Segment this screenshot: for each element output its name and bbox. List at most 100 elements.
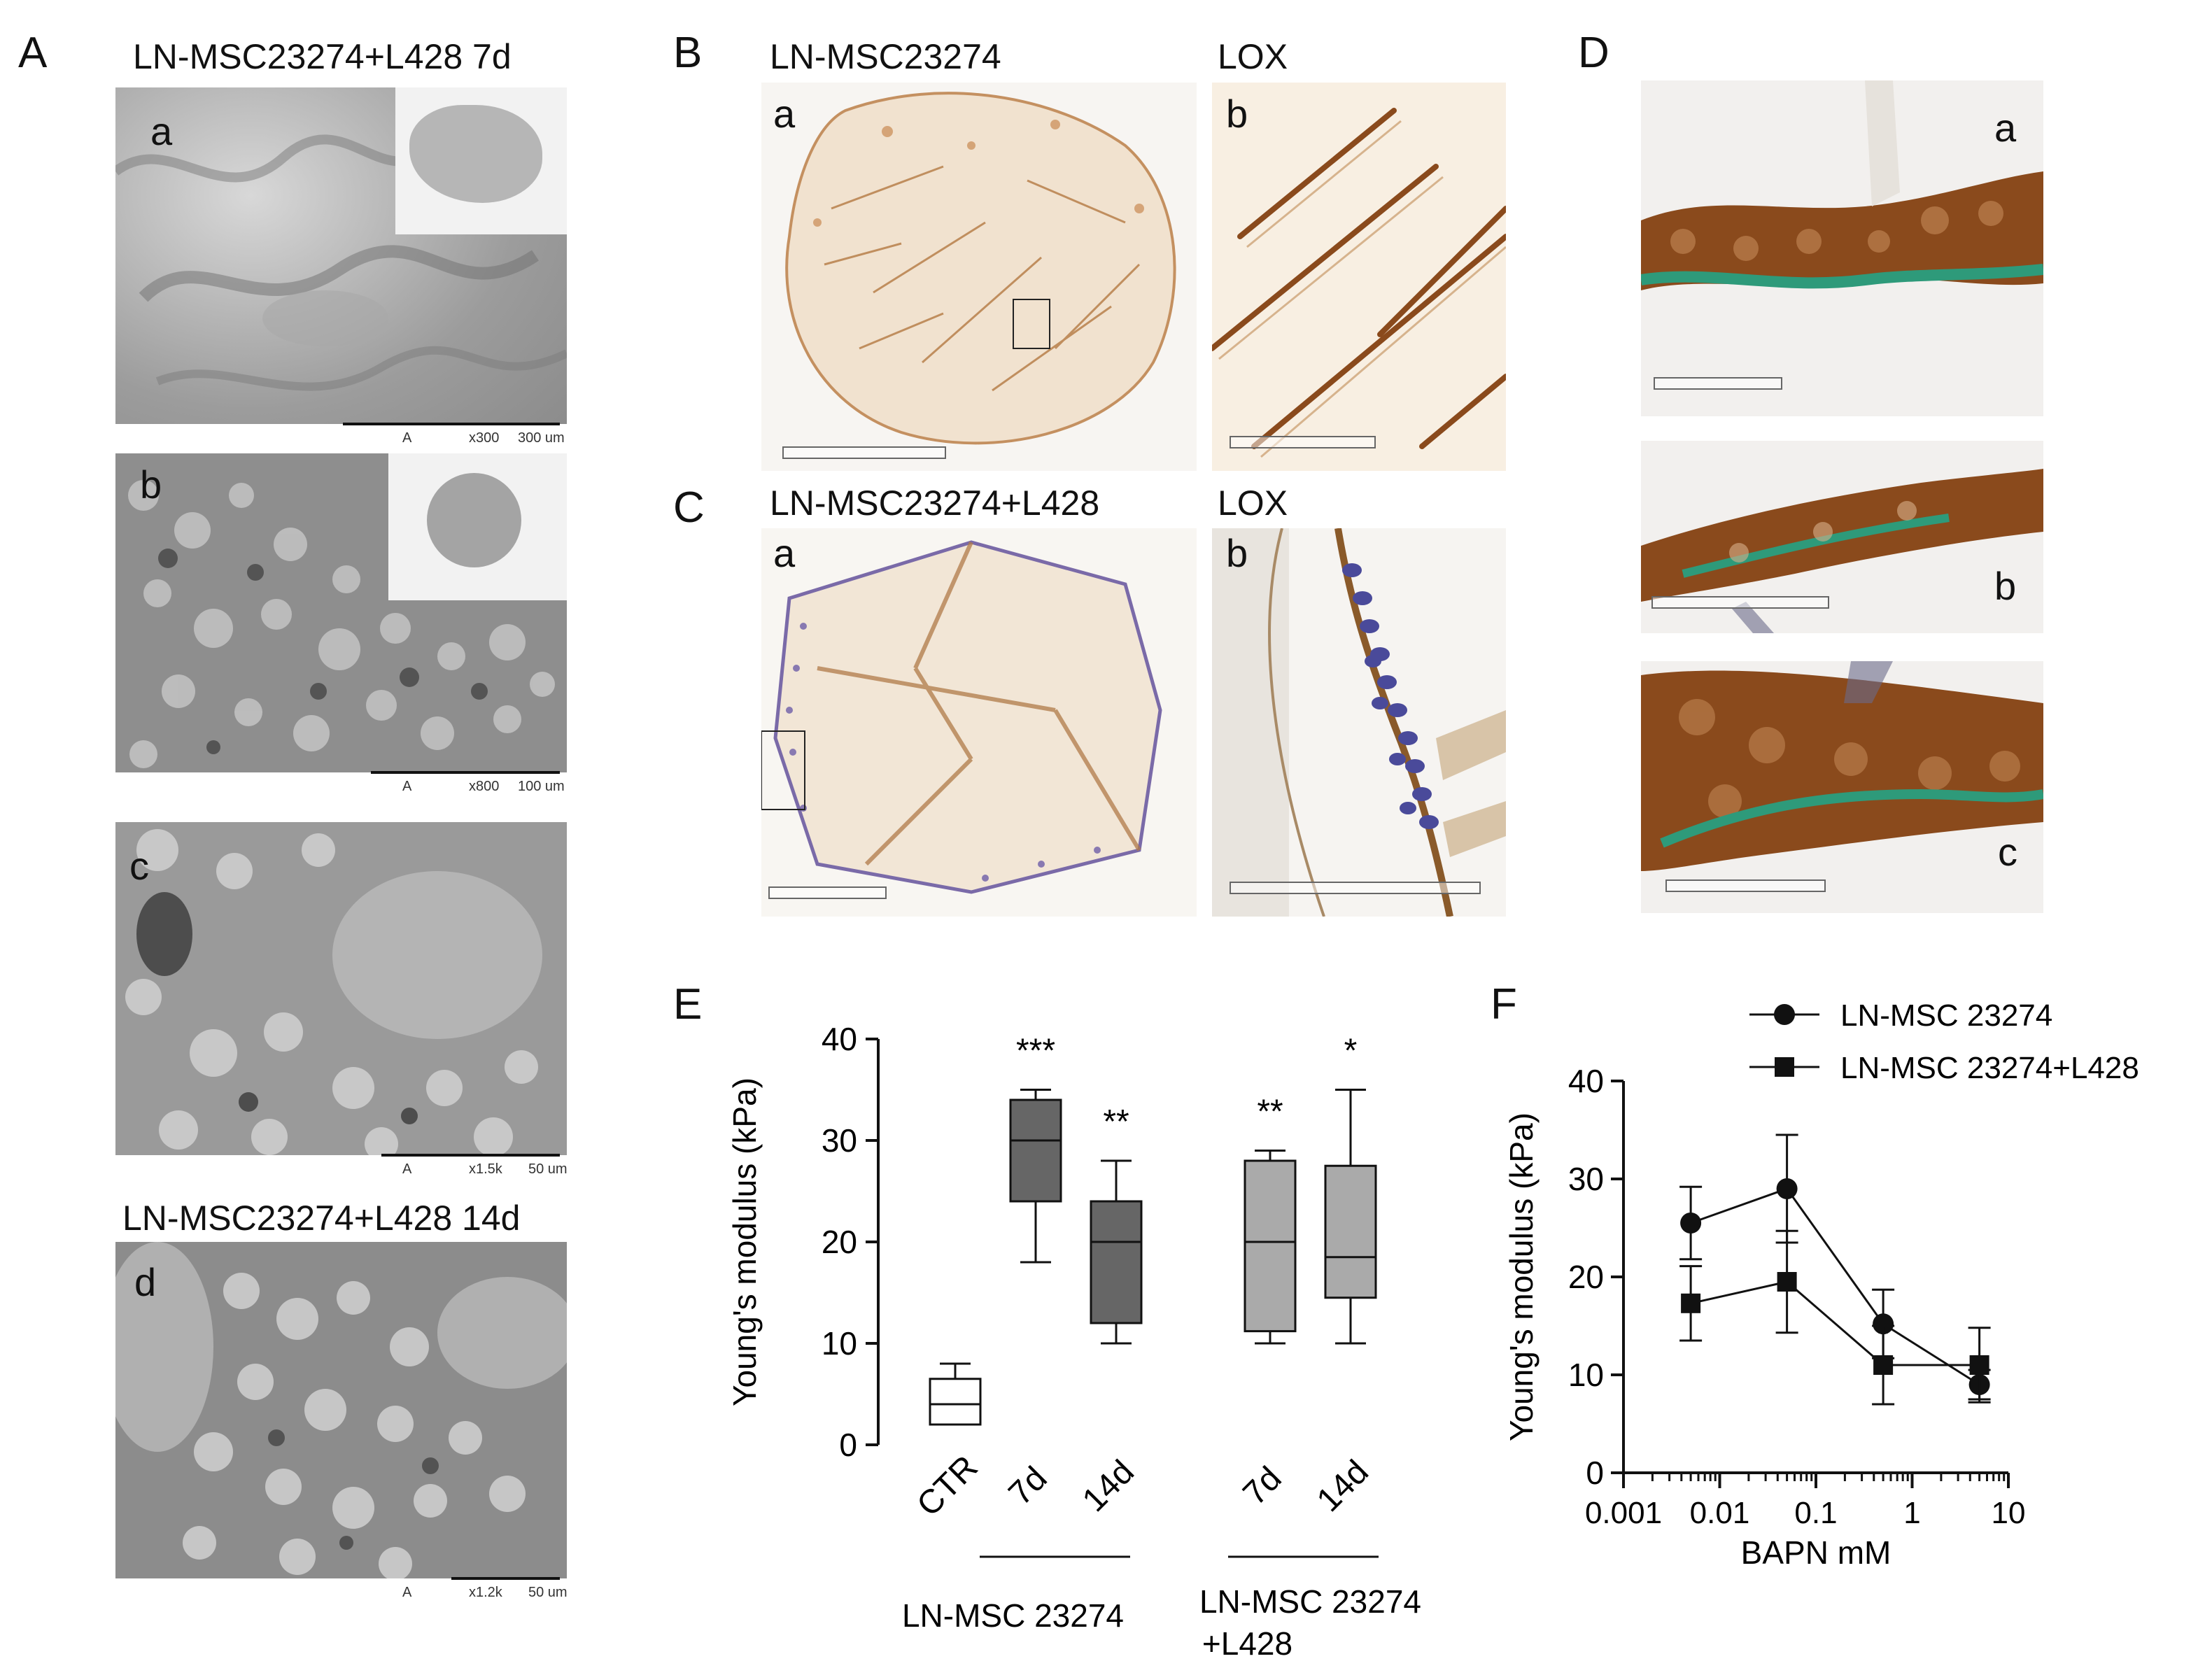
series-line-0 bbox=[1690, 1187, 1980, 1386]
category-label-4: 14d bbox=[1310, 1453, 1376, 1519]
label-c-a: a bbox=[773, 531, 796, 575]
panel-letter-a: A bbox=[18, 29, 48, 77]
scale-bar-d-b bbox=[1651, 596, 1829, 609]
y-tick-label-f: 10 bbox=[1568, 1357, 1604, 1393]
box-1 bbox=[1009, 1098, 1062, 1203]
panel-letter-b: B bbox=[673, 29, 703, 77]
panel-a-title-7d: LN-MSC23274+L428 7d bbox=[133, 37, 512, 76]
panel-b-lox: LOX bbox=[1218, 37, 1288, 76]
significance-1: *** bbox=[1016, 1033, 1055, 1070]
sem-mode-c: A bbox=[402, 1161, 412, 1177]
sem-mode-b: A bbox=[402, 779, 412, 794]
panel-c-title: LN-MSC23274+L428 bbox=[770, 483, 1100, 523]
y-axis-label-e: Young's modulus (kPa) bbox=[728, 1077, 763, 1406]
category-label-2: 14d bbox=[1076, 1453, 1141, 1519]
x-axis-label-f: BAPN mM bbox=[1741, 1534, 1892, 1571]
box-4 bbox=[1324, 1164, 1377, 1299]
sem-mag-c: x1.5k bbox=[469, 1161, 502, 1177]
scale-bar-c-b bbox=[1230, 882, 1481, 894]
scale-bar-d-a bbox=[1654, 377, 1782, 390]
chart-f: 0 10 20 30 40 0.001 0.01 0.1 1 10 BAPN mM Young's m… bbox=[1505, 998, 2139, 1571]
panel-c-lox: LOX bbox=[1218, 483, 1288, 523]
scale-bar-c-a bbox=[768, 886, 887, 899]
ihc-scaffold-c-a bbox=[761, 540, 1162, 894]
stain-image-d-a bbox=[1641, 80, 2043, 416]
sem-mag-d: x1.2k bbox=[469, 1585, 502, 1600]
y-tick-label-f: 20 bbox=[1568, 1259, 1604, 1295]
sem-scale-b: 100 um bbox=[518, 779, 565, 794]
stain-image-d-b bbox=[1641, 441, 2043, 633]
y-tick-label-f: 40 bbox=[1568, 1063, 1604, 1099]
ihc-image-b-b bbox=[1212, 83, 1506, 471]
label-a-c: c bbox=[129, 844, 149, 888]
legend-label-1: LN-MSC 23274+L428 bbox=[1840, 1051, 2139, 1085]
y-axis-label-f: Young's modulus (kPa) bbox=[1505, 1112, 1540, 1441]
significance-2: ** bbox=[1103, 1103, 1129, 1140]
stain-tissue-d-a bbox=[1641, 80, 2043, 290]
ihc-strands-b-b bbox=[1212, 108, 1506, 458]
x-tick-label-f: 0.001 bbox=[1585, 1496, 1662, 1530]
group-label-1: LN-MSC 23274 bbox=[902, 1597, 1124, 1634]
ihc-image-c-b bbox=[1212, 528, 1506, 917]
x-tick-label-f: 10 bbox=[1992, 1496, 2026, 1530]
scale-bar-b-a bbox=[782, 446, 946, 459]
y-tick-label-e: 10 bbox=[822, 1325, 857, 1362]
panel-letter-e: E bbox=[673, 980, 703, 1029]
label-d-a: a bbox=[1994, 106, 2017, 150]
sem-scale-c: 50 um bbox=[528, 1161, 567, 1177]
point-square bbox=[1777, 1272, 1797, 1292]
y-tick-label-f: 30 bbox=[1568, 1161, 1604, 1197]
significance-4: * bbox=[1344, 1033, 1358, 1070]
sem-mode-a: A bbox=[402, 430, 412, 446]
box-3 bbox=[1244, 1159, 1297, 1333]
sem-texture-c bbox=[125, 829, 542, 1161]
label-a-d: d bbox=[134, 1260, 157, 1304]
ihc-image-c-a bbox=[761, 528, 1197, 917]
group-label-2-line2: +L428 bbox=[1202, 1625, 1292, 1662]
box-0 bbox=[929, 1378, 982, 1426]
x-tick-label-f: 1 bbox=[1903, 1496, 1920, 1530]
ihc-cells-c-b bbox=[1212, 528, 1506, 917]
scale-bar-d bbox=[451, 1577, 560, 1580]
legend-marker-square bbox=[1775, 1057, 1794, 1077]
y-tick-label-e: 30 bbox=[822, 1122, 857, 1159]
label-a-b: b bbox=[140, 462, 162, 507]
sem-scale-d: 50 um bbox=[528, 1585, 567, 1600]
point-circle bbox=[1873, 1313, 1894, 1335]
panel-letter-c: C bbox=[673, 483, 705, 532]
sem-image-b: A x800 100 um bbox=[115, 453, 567, 796]
label-a-a: a bbox=[150, 109, 173, 153]
sem-image-a: A x300 300 um bbox=[115, 87, 567, 448]
legend-marker-circle bbox=[1774, 1004, 1795, 1025]
point-circle bbox=[1680, 1213, 1702, 1234]
label-b-a: a bbox=[773, 92, 796, 136]
sem-mode-d: A bbox=[402, 1585, 412, 1600]
label-b-b: b bbox=[1226, 92, 1248, 136]
series-line-1 bbox=[1690, 1280, 1980, 1366]
stain-image-d-c bbox=[1641, 661, 2043, 913]
stain-tissue-d-b bbox=[1641, 469, 2043, 633]
panel-letter-f: F bbox=[1491, 980, 1517, 1029]
scale-bar-b-b bbox=[1230, 436, 1376, 448]
scale-bar-b bbox=[371, 771, 560, 774]
point-circle bbox=[1776, 1178, 1798, 1199]
scale-bar-a bbox=[343, 423, 560, 425]
panel-a-title-14d: LN-MSC23274+L428 14d bbox=[122, 1199, 521, 1238]
scale-bar-c bbox=[381, 1154, 560, 1157]
point-square bbox=[1681, 1293, 1701, 1313]
ihc-image-b-a bbox=[761, 83, 1197, 471]
stain-tissue-d-c bbox=[1641, 661, 2043, 871]
box-2 bbox=[1090, 1200, 1143, 1324]
category-label-3: 7d bbox=[1236, 1460, 1288, 1512]
sem-scale-a: 300 um bbox=[518, 430, 565, 446]
panel-b-title: LN-MSC23274 bbox=[770, 37, 1001, 76]
y-tick-label-e: 0 bbox=[839, 1427, 857, 1463]
y-tick-label-f: 0 bbox=[1586, 1455, 1604, 1491]
ihc-scaffold-b-a bbox=[785, 92, 1176, 445]
panel-letter-d: D bbox=[1578, 29, 1609, 77]
sem-image-c: A x1.5k 50 um bbox=[115, 822, 567, 1179]
y-tick-label-e: 40 bbox=[822, 1021, 857, 1057]
group-label-2-line1: LN-MSC 23274 bbox=[1199, 1583, 1421, 1620]
x-tick-label-f: 0.1 bbox=[1794, 1496, 1837, 1530]
